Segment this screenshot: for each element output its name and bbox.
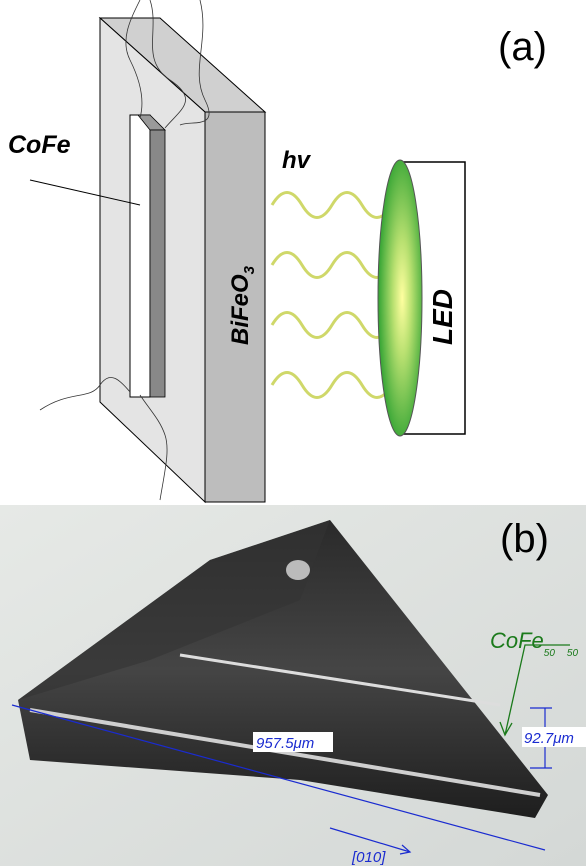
figure: CoFe BiFeO3 hv LED (a) 957.5μm — [0, 0, 586, 866]
bifeo-label: BiFeO3 — [227, 265, 258, 345]
bifeo-text: BiFeO — [227, 274, 254, 345]
wave — [272, 313, 392, 338]
panel-a: CoFe BiFeO3 hv LED (a) — [8, 0, 547, 502]
cofe-text: CoFe — [490, 628, 544, 653]
wave — [272, 253, 392, 278]
cofe-sub: 50 — [567, 648, 579, 659]
width-label: 92.7μm — [524, 730, 574, 747]
crystal-spot — [286, 560, 310, 580]
direction-label: [010] — [351, 849, 386, 866]
wave — [272, 373, 392, 398]
panel-label: (a) — [498, 25, 547, 69]
length-label: 957.5μm — [256, 735, 314, 752]
light-waves — [272, 193, 392, 398]
led-label: LED — [427, 289, 458, 345]
panel-label: (b) — [500, 517, 549, 561]
wave — [272, 193, 392, 218]
electrode-slot — [130, 115, 150, 397]
cofe-label: CoFe — [8, 131, 71, 159]
cofe-sub: 50 — [544, 648, 556, 659]
bifeo-subscript: 3 — [241, 265, 258, 274]
hv-label: hv — [282, 147, 312, 174]
led-lens — [378, 160, 422, 436]
electrode — [150, 130, 165, 397]
